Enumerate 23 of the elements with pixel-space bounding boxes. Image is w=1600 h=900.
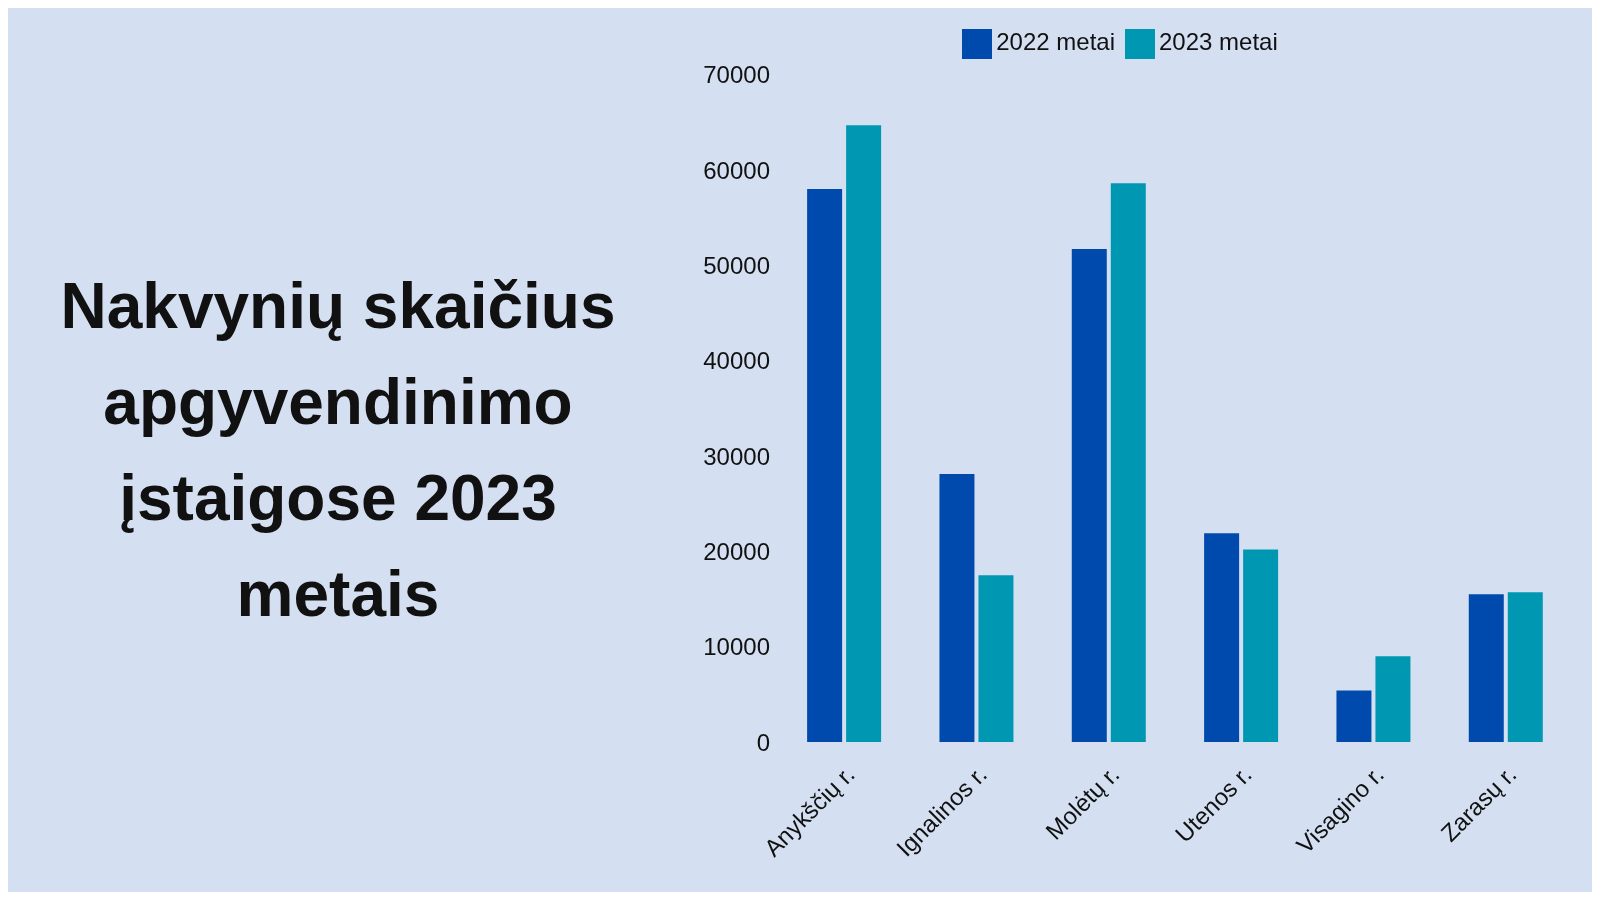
bar [978, 575, 1014, 742]
bar [939, 474, 975, 742]
y-tick-label: 70000 [703, 61, 770, 89]
y-tick-label: 30000 [703, 442, 770, 470]
text: Nakvynių skaičius apgyvendinimo įstaigose 2023 metais [59, 269, 617, 632]
legend-label: 2023 metai [1159, 28, 1278, 55]
y-tick-label: 40000 [703, 347, 770, 375]
y-tick-label: 20000 [703, 537, 770, 565]
bar [807, 189, 843, 742]
y-tick-label: 10000 [703, 633, 770, 661]
bar [1243, 549, 1279, 742]
y-tick-label: 60000 [703, 156, 770, 184]
bar [1110, 183, 1146, 742]
bar [846, 125, 882, 742]
y-tick-label: 0 [756, 728, 770, 756]
bar [1468, 594, 1504, 742]
bar [1204, 533, 1240, 742]
bar [1507, 592, 1543, 742]
bar [1375, 656, 1411, 742]
y-tick-label: 50000 [703, 251, 770, 279]
legend-label: 2022 metai [996, 28, 1115, 55]
bar [1336, 690, 1372, 742]
bar [1071, 249, 1107, 742]
